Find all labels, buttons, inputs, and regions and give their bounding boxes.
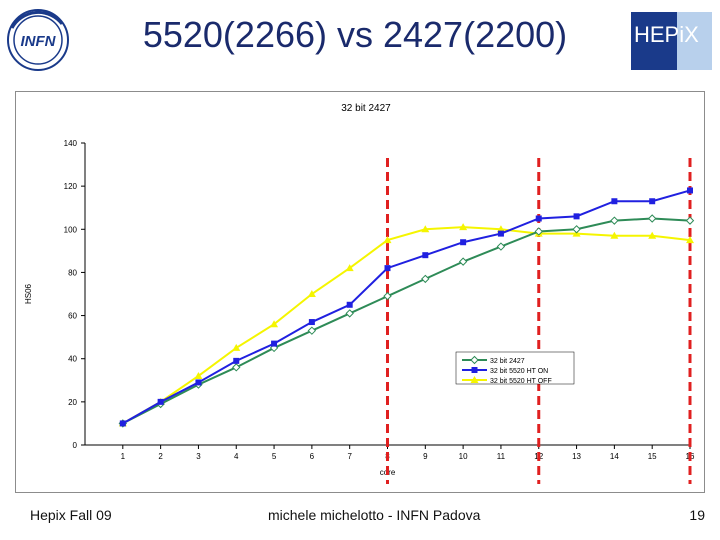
series-line	[122, 217, 691, 425]
data-point	[195, 379, 202, 386]
data-point	[458, 257, 468, 266]
data-point	[459, 223, 468, 231]
data-point	[647, 214, 657, 223]
hepix-logo-text: HEPiX	[634, 22, 699, 47]
y-tick-label: 20	[68, 398, 77, 407]
y-tick-label: 40	[68, 355, 77, 364]
data-point	[610, 216, 619, 225]
series-group	[119, 187, 693, 427]
data-point	[685, 216, 695, 225]
data-point	[471, 367, 478, 373]
slide-title: 5520(2266) vs 2427(2200)	[142, 14, 568, 55]
data-point	[345, 264, 354, 272]
data-point	[232, 363, 241, 372]
x-tick-label: 7	[347, 452, 352, 461]
footer-event: Hepix Fall 09	[30, 507, 112, 523]
y-tick-label: 0	[73, 441, 78, 450]
series-group	[118, 223, 694, 427]
data-point	[307, 326, 317, 335]
data-point	[308, 319, 315, 326]
x-tick-label: 13	[572, 452, 581, 461]
infn-logo-text: INFN	[21, 33, 57, 50]
data-point	[460, 239, 467, 246]
line-chart: 32 bit 2427 HS06 core 020406080100120140…	[24, 103, 695, 484]
data-point	[346, 301, 353, 308]
y-tick-label: 140	[64, 139, 78, 148]
data-point	[233, 357, 240, 364]
data-point	[422, 252, 429, 259]
data-point	[470, 355, 479, 365]
y-tick-label: 120	[64, 182, 78, 191]
y-axis-label: HS06	[24, 283, 33, 304]
data-point	[535, 215, 542, 222]
y-tick-label: 100	[64, 225, 78, 234]
infn-logo: INFN	[2, 4, 74, 76]
data-point	[496, 225, 505, 233]
data-point	[383, 236, 392, 244]
x-tick-label: 9	[423, 452, 428, 461]
x-tick-label: 14	[610, 452, 619, 461]
series-group	[118, 214, 695, 428]
chart-title: 32 bit 2427	[341, 103, 391, 114]
data-point	[119, 420, 126, 427]
data-point	[157, 398, 164, 405]
data-point	[573, 213, 580, 220]
data-point	[271, 340, 278, 347]
x-tick-label: 5	[272, 452, 277, 461]
chart-legend: 32 bit 2427 32 bit 5520 HT ON 32 bit 5520 …	[455, 351, 575, 385]
data-point	[270, 320, 279, 328]
data-point	[572, 225, 581, 234]
hepix-logo: HEPiX	[630, 4, 720, 70]
series-line	[122, 189, 691, 425]
footer-author: michele michelotto - INFN Padova	[268, 507, 481, 523]
data-point	[345, 309, 354, 318]
y-tick-label: 80	[68, 268, 77, 277]
legend-label: 32 bit 5520 HT ON	[490, 368, 548, 375]
data-point	[470, 376, 479, 383]
data-point	[307, 290, 316, 297]
x-tick-label: 11	[497, 452, 506, 461]
vertical-marker-lines	[386, 158, 692, 484]
data-point	[421, 274, 430, 284]
data-point	[649, 198, 656, 205]
data-point	[383, 291, 392, 301]
x-tick-label: 3	[196, 452, 201, 461]
data-point	[611, 198, 618, 205]
data-point	[534, 227, 543, 236]
data-point	[687, 187, 693, 194]
x-tick-label: 1	[121, 452, 126, 461]
data-point	[421, 225, 430, 233]
chart-series	[118, 187, 695, 428]
x-tick-label: 6	[310, 452, 315, 461]
x-tick-label: 15	[648, 452, 657, 461]
y-tick-label: 60	[68, 312, 77, 321]
legend-label: 32 bit 5520 HT OFF	[490, 378, 552, 385]
data-point	[194, 371, 203, 379]
data-point	[497, 230, 504, 237]
data-point	[232, 343, 241, 351]
x-tick-label: 4	[234, 452, 239, 461]
data-point	[496, 242, 506, 251]
page-number: 19	[689, 507, 705, 523]
x-tick-label: 2	[158, 452, 163, 461]
data-point	[610, 231, 619, 239]
x-tick-label: 10	[459, 452, 468, 461]
data-point	[384, 265, 391, 272]
series-line	[122, 226, 691, 425]
data-point	[686, 236, 694, 244]
chart-frame: 32 bit 2427 HS06 core 020406080100120140…	[15, 91, 705, 493]
data-point	[648, 231, 657, 239]
chart-ticks: 0204060801001201401234567891011121314151…	[64, 139, 695, 461]
legend-label: 32 bit 2427	[490, 358, 525, 365]
